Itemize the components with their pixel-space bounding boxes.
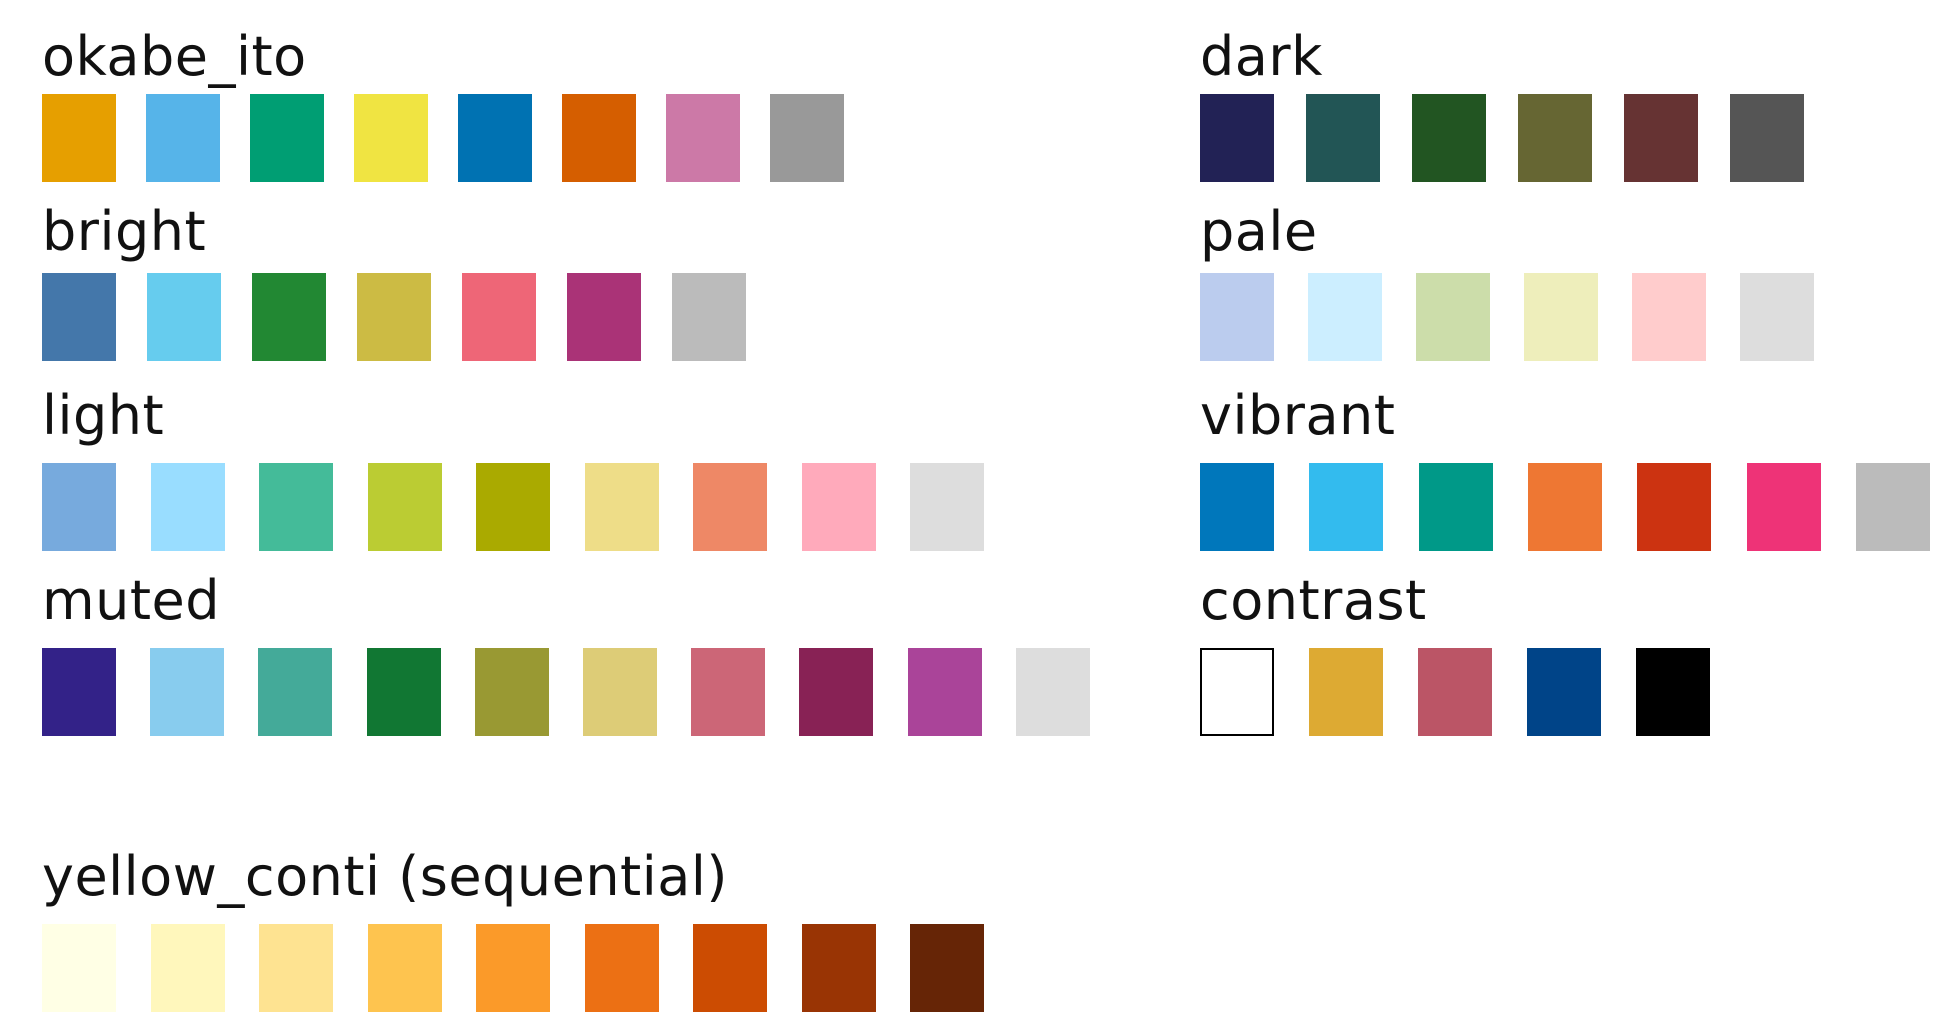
palette-contrast: contrast bbox=[1200, 569, 1710, 736]
palette-title: dark bbox=[1200, 25, 1323, 88]
color-swatch bbox=[476, 463, 550, 551]
color-swatch bbox=[1306, 94, 1380, 182]
palette-pale: pale bbox=[1200, 200, 1814, 361]
color-swatch bbox=[693, 463, 767, 551]
color-swatch bbox=[258, 648, 332, 736]
color-swatch bbox=[1740, 273, 1814, 361]
color-swatch bbox=[475, 648, 549, 736]
palette-muted: muted bbox=[42, 569, 1090, 736]
color-swatch bbox=[799, 648, 873, 736]
swatch-row bbox=[1200, 94, 1804, 182]
color-swatch bbox=[1527, 648, 1601, 736]
color-swatch bbox=[42, 463, 116, 551]
color-swatch bbox=[693, 924, 767, 1012]
color-swatch bbox=[691, 648, 765, 736]
color-swatch bbox=[910, 924, 984, 1012]
color-swatch bbox=[1637, 463, 1711, 551]
swatch-row bbox=[42, 463, 984, 551]
color-swatch bbox=[476, 924, 550, 1012]
swatch-row bbox=[42, 273, 746, 361]
color-swatch bbox=[1200, 463, 1274, 551]
color-swatch bbox=[151, 463, 225, 551]
color-swatch bbox=[1518, 94, 1592, 182]
color-swatch bbox=[368, 924, 442, 1012]
palette-title: bright bbox=[42, 200, 207, 263]
color-swatch bbox=[770, 94, 844, 182]
color-swatch bbox=[1730, 94, 1804, 182]
color-swatch bbox=[1200, 273, 1274, 361]
color-swatch bbox=[368, 463, 442, 551]
palette-title: muted bbox=[42, 569, 220, 632]
color-swatch bbox=[910, 463, 984, 551]
color-swatch bbox=[1412, 94, 1486, 182]
color-swatch bbox=[357, 273, 431, 361]
color-swatch bbox=[802, 463, 876, 551]
color-swatch bbox=[1309, 463, 1383, 551]
color-swatch bbox=[562, 94, 636, 182]
color-swatch bbox=[1016, 648, 1090, 736]
color-swatch bbox=[458, 94, 532, 182]
color-swatch bbox=[666, 94, 740, 182]
color-swatch bbox=[146, 94, 220, 182]
palette-title: vibrant bbox=[1200, 384, 1396, 447]
color-swatch bbox=[354, 94, 428, 182]
color-swatch bbox=[1308, 273, 1382, 361]
color-swatch bbox=[42, 648, 116, 736]
color-swatch bbox=[259, 463, 333, 551]
color-swatch bbox=[908, 648, 982, 736]
color-swatch bbox=[151, 924, 225, 1012]
color-swatch bbox=[1419, 463, 1493, 551]
palette-dark: dark bbox=[1200, 25, 1804, 182]
color-swatch bbox=[42, 94, 116, 182]
swatch-row bbox=[1200, 463, 1930, 551]
palette-title: pale bbox=[1200, 200, 1318, 263]
color-swatch bbox=[1528, 463, 1602, 551]
color-swatch bbox=[672, 273, 746, 361]
color-swatch bbox=[1418, 648, 1492, 736]
palette-yellow-conti: yellow_conti (sequential) bbox=[42, 845, 984, 1012]
swatch-row bbox=[1200, 648, 1710, 736]
color-swatch bbox=[150, 648, 224, 736]
color-swatch bbox=[585, 924, 659, 1012]
color-swatch bbox=[583, 648, 657, 736]
swatch-row bbox=[42, 924, 984, 1012]
color-swatch bbox=[585, 463, 659, 551]
color-swatch bbox=[1747, 463, 1821, 551]
color-swatch bbox=[42, 924, 116, 1012]
palette-vibrant: vibrant bbox=[1200, 384, 1930, 551]
color-swatch bbox=[250, 94, 324, 182]
palette-okabe-ito: okabe_ito bbox=[42, 25, 844, 182]
color-swatch bbox=[1856, 463, 1930, 551]
color-swatch bbox=[567, 273, 641, 361]
color-swatch bbox=[1624, 94, 1698, 182]
color-swatch bbox=[1524, 273, 1598, 361]
palette-title: okabe_ito bbox=[42, 25, 307, 88]
color-swatch bbox=[1309, 648, 1383, 736]
color-swatch bbox=[1632, 273, 1706, 361]
swatch-row bbox=[42, 648, 1090, 736]
swatch-row bbox=[1200, 273, 1814, 361]
color-swatch bbox=[147, 273, 221, 361]
color-swatch bbox=[462, 273, 536, 361]
swatch-row bbox=[42, 94, 844, 182]
palette-title: yellow_conti (sequential) bbox=[42, 845, 728, 908]
palette-title: contrast bbox=[1200, 569, 1427, 632]
palette-title: light bbox=[42, 384, 165, 447]
color-swatch bbox=[367, 648, 441, 736]
color-swatch bbox=[42, 273, 116, 361]
color-swatch bbox=[802, 924, 876, 1012]
color-swatch bbox=[1416, 273, 1490, 361]
color-swatch bbox=[259, 924, 333, 1012]
palette-bright: bright bbox=[42, 200, 746, 361]
color-swatch bbox=[1200, 648, 1274, 736]
color-swatch bbox=[1200, 94, 1274, 182]
color-swatch bbox=[1636, 648, 1710, 736]
color-swatch bbox=[252, 273, 326, 361]
palette-light: light bbox=[42, 384, 984, 551]
